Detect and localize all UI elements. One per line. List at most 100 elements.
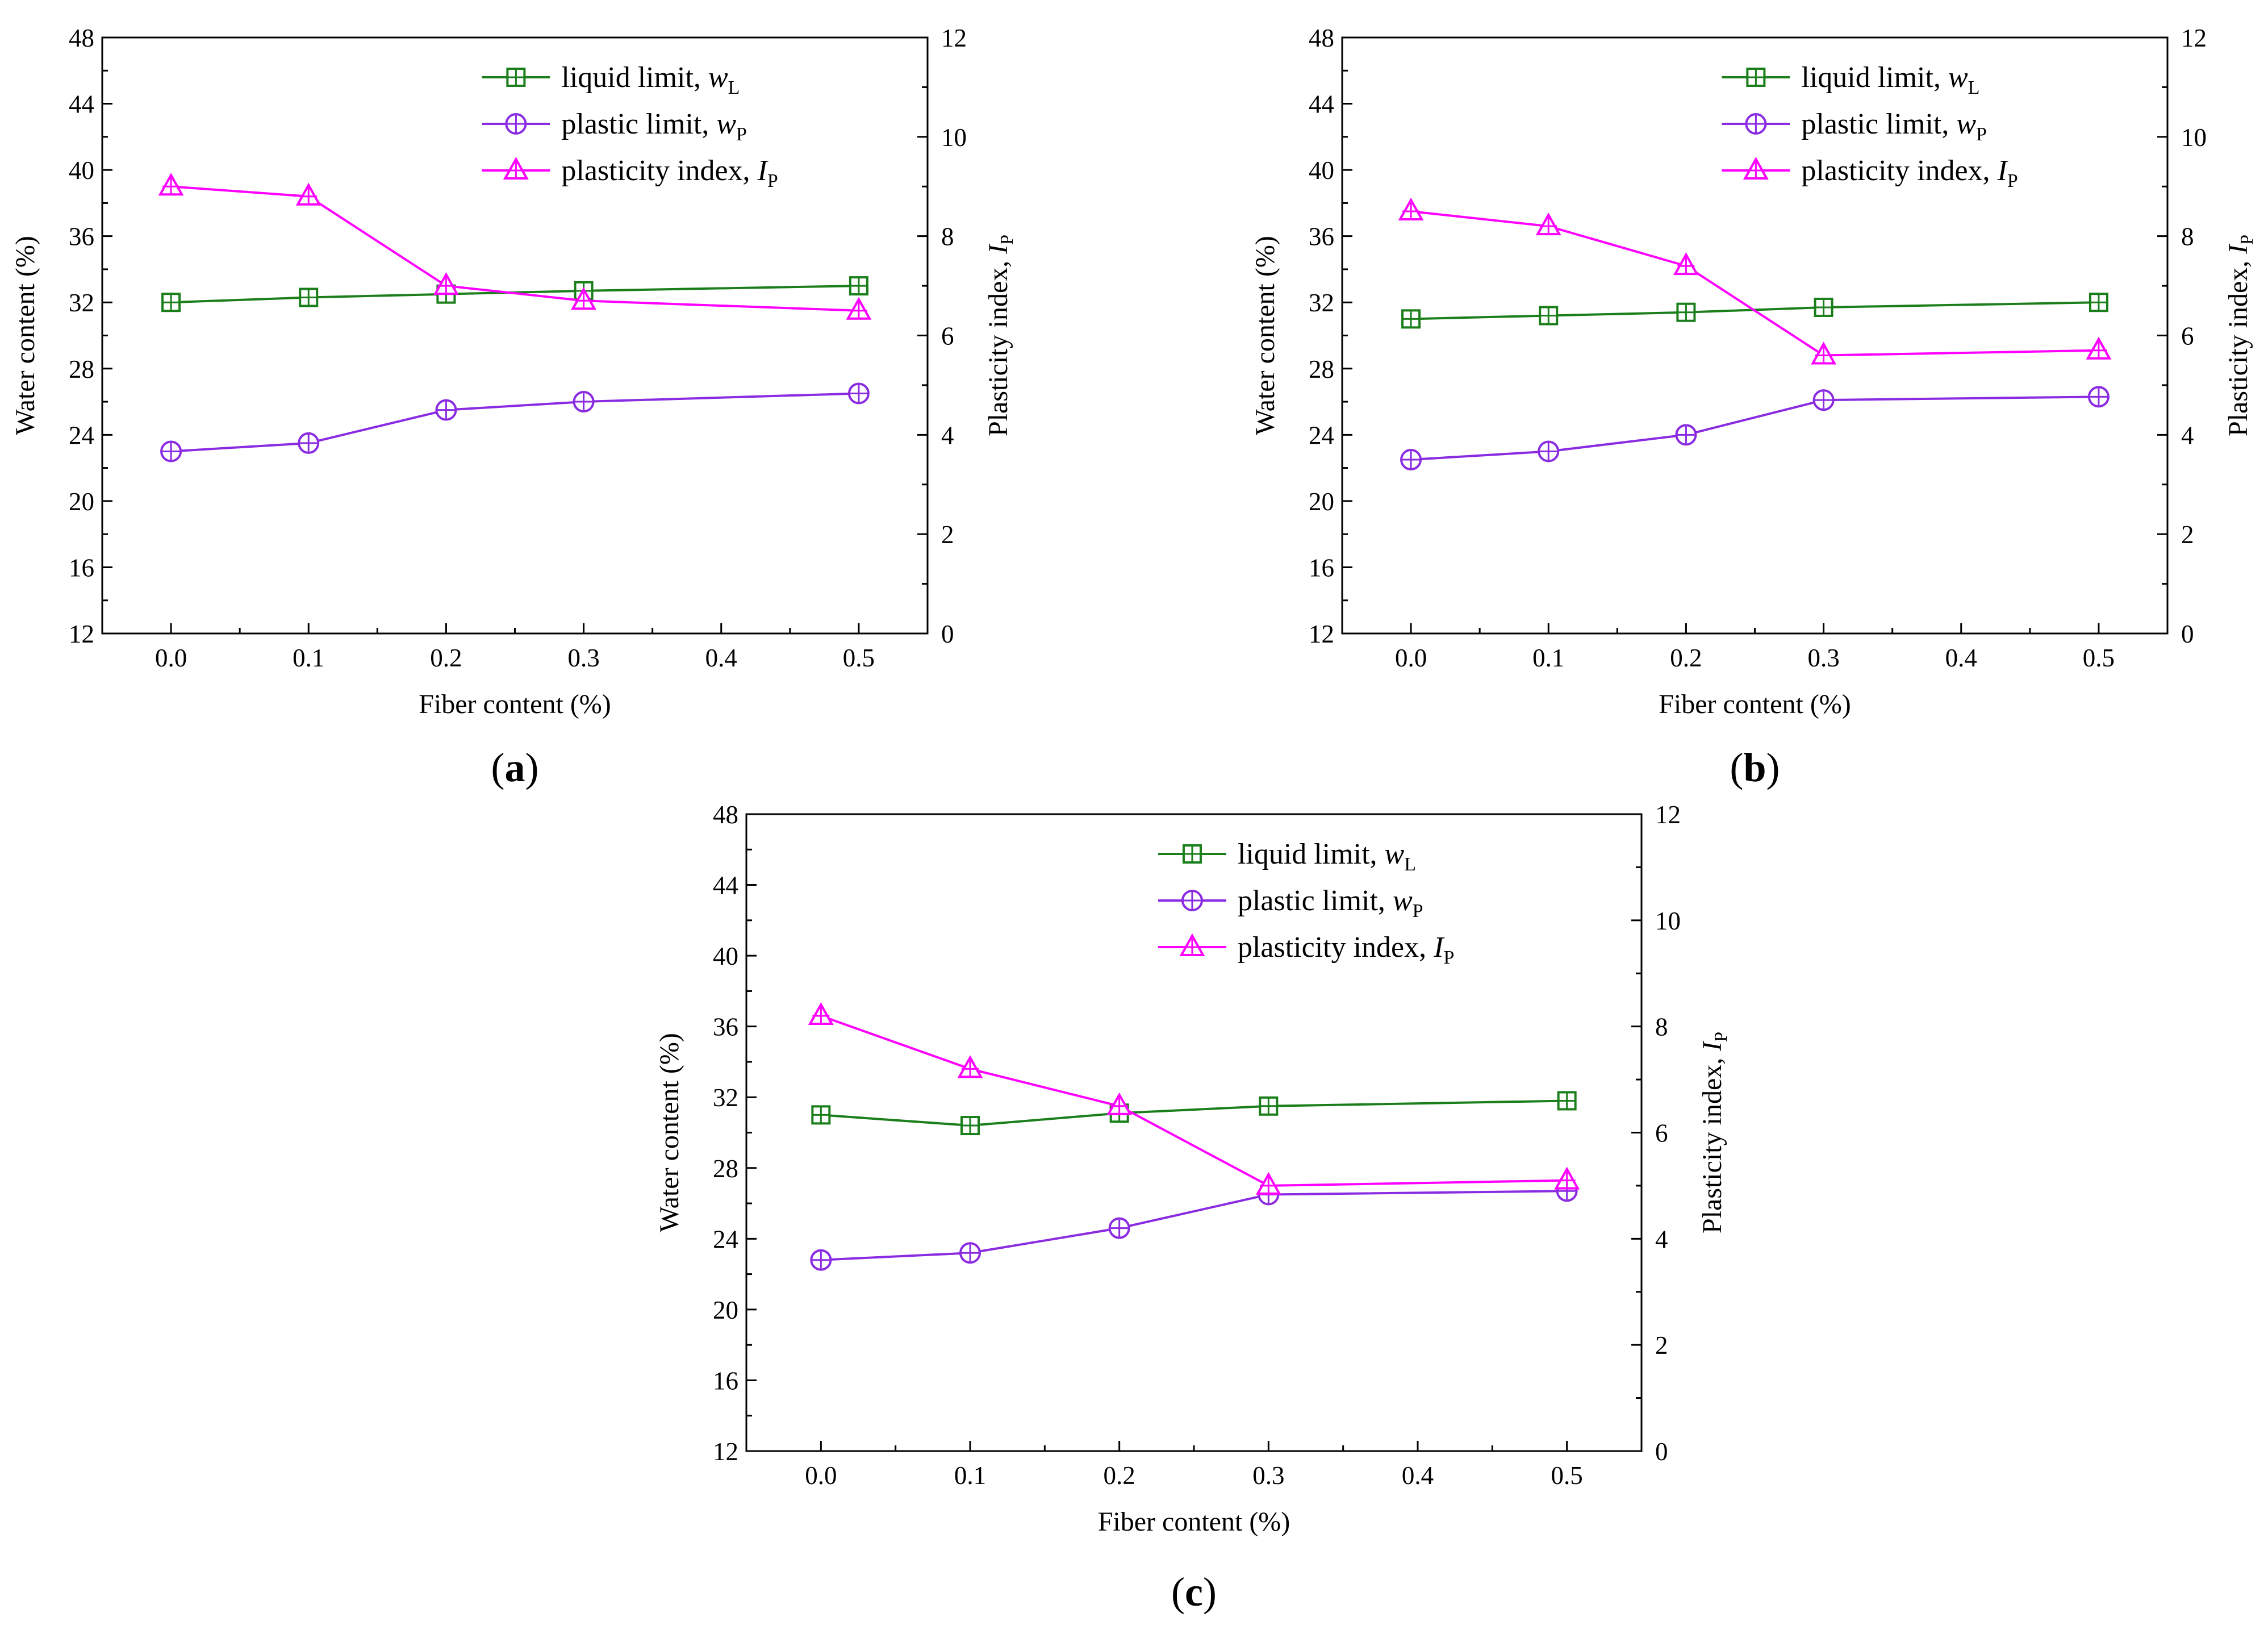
series-triangle [158, 173, 872, 320]
y-left-tick-label: 20 [713, 1296, 738, 1324]
legend-var: w [1956, 108, 1976, 140]
paren-close: ) [1766, 745, 1780, 790]
legend-sub: P [1413, 901, 1423, 922]
y-left-tick-label: 12 [1309, 620, 1334, 648]
legend-label: liquid limit, wL [561, 61, 740, 98]
y-left-tick-label: 32 [69, 289, 94, 317]
legend-name: plastic limit, [1238, 885, 1393, 917]
legend-label: plastic limit, wP [1801, 108, 1987, 145]
legend-sub: P [767, 170, 778, 191]
series-line [1410, 395, 2099, 461]
y-right-axis-label-text: Plasticity index, [1697, 1051, 1727, 1233]
legend-label: plastic limit, wP [1238, 885, 1423, 922]
y-left-tick-label: 28 [713, 1154, 738, 1183]
y-left-tick-label: 16 [713, 1366, 738, 1395]
legend-var: w [1385, 838, 1405, 870]
x-tick-label: 0.0 [1395, 644, 1427, 672]
y-left-tick-label: 24 [1309, 421, 1334, 449]
y-right-tick-label: 10 [1655, 907, 1681, 935]
x-tick-label: 0.2 [1104, 1461, 1135, 1490]
y-right-tick-label: 10 [941, 123, 967, 152]
series-line [170, 392, 859, 453]
y-left-tick-label: 24 [69, 421, 94, 449]
y-right-tick-label: 0 [2181, 620, 2194, 648]
legend-name: plastic limit, [1801, 108, 1956, 140]
x-tick-label: 0.0 [155, 644, 187, 672]
x-tick-label: 0.4 [1402, 1461, 1434, 1490]
y-right-axis-label-var: I [983, 244, 1013, 255]
y-left-tick-label: 40 [713, 942, 738, 970]
legend-entry: plasticity index, IP [1722, 155, 2018, 191]
legend-entry: liquid limit, wL [1722, 61, 1979, 98]
y-right-axis-label-var: I [1697, 1041, 1727, 1052]
y-right-tick-label: 10 [2181, 123, 2207, 152]
series-circle [810, 1180, 1578, 1271]
y-right-tick-label: 12 [941, 24, 967, 52]
y-right-axis-label-text: Plasticity index, [2223, 254, 2253, 436]
legend-var: I [1997, 155, 2009, 187]
x-tick-label: 0.2 [430, 644, 462, 672]
legend-entry: plastic limit, wP [1158, 885, 1423, 922]
x-axis-label: Fiber content (%) [419, 689, 611, 719]
legend-name: plasticity index, [1238, 931, 1434, 964]
series-line [821, 1190, 1567, 1261]
legend-name: plastic limit, [561, 108, 716, 140]
panel-letter: b [1743, 745, 1766, 790]
legend-name: liquid limit, [1238, 838, 1385, 870]
series-triangle [808, 1002, 1580, 1195]
legend-name: liquid limit, [1801, 61, 1948, 94]
y-left-tick-label: 40 [69, 156, 94, 185]
x-axis-label: Fiber content (%) [1659, 689, 1851, 719]
x-tick-label: 0.3 [1252, 1461, 1284, 1490]
legend-name: liquid limit, [561, 61, 708, 94]
y-right-axis-label-sub: P [1710, 1032, 1731, 1042]
legend-var: I [757, 155, 769, 187]
legend-label: plasticity index, IP [1238, 931, 1454, 968]
x-tick-label: 0.5 [1551, 1461, 1583, 1490]
legend-sub: L [1968, 77, 1980, 98]
y-left-axis-label: Water content (%) [1250, 236, 1280, 435]
y-left-tick-label: 44 [69, 90, 94, 119]
legend-var: w [708, 61, 728, 94]
y-left-tick-label: 48 [69, 24, 94, 52]
x-tick-label: 0.4 [1945, 644, 1977, 672]
legend-label: plasticity index, IP [1801, 155, 2018, 191]
legend-var: w [1393, 885, 1413, 917]
x-tick-label: 0.1 [1532, 644, 1564, 672]
y-left-tick-label: 20 [69, 487, 94, 516]
y-right-axis-label: Plasticity index, IP [983, 235, 1017, 436]
legend-entry: plasticity index, IP [482, 155, 778, 191]
legend-entry: plasticity index, IP [1158, 931, 1454, 968]
legend-sub: P [1976, 124, 1987, 145]
legend-sub: L [1404, 854, 1416, 875]
legend-sub: P [2007, 170, 2018, 191]
paren-open: ( [1730, 745, 1743, 790]
legend-label: plastic limit, wP [561, 108, 747, 145]
y-right-tick-label: 4 [1655, 1225, 1668, 1253]
y-left-tick-label: 44 [713, 872, 738, 900]
series-circle [160, 382, 870, 462]
chart-panel-a: 0.0 0.1 0.2 0.3 0.4 0.51216202428323640444802… [10, 24, 1017, 790]
y-left-tick-label: 16 [69, 553, 94, 582]
legend-entry: liquid limit, wL [482, 61, 740, 98]
panel-letter: a [505, 745, 525, 790]
series-square [1401, 293, 2108, 329]
y-left-tick-label: 16 [1309, 553, 1334, 582]
y-left-tick-label: 48 [1309, 24, 1334, 52]
y-left-tick-label: 36 [1309, 223, 1334, 251]
series-square [811, 1091, 1577, 1136]
legend-entry: plastic limit, wP [482, 108, 747, 145]
y-right-tick-label: 8 [2181, 223, 2194, 251]
y-right-axis-label-sub: P [2236, 235, 2257, 245]
panel-label: (b) [1730, 745, 1780, 790]
legend-sub: P [1443, 947, 1454, 968]
legend-entry: liquid limit, wL [1158, 838, 1416, 875]
y-right-tick-label: 2 [1655, 1331, 1668, 1360]
x-tick-label: 0.3 [567, 644, 599, 672]
panel-label: (c) [1171, 1569, 1217, 1615]
y-left-tick-label: 28 [69, 355, 94, 384]
panel-label: (a) [491, 745, 539, 790]
legend-label: plasticity index, IP [561, 155, 778, 191]
paren-open: ( [491, 745, 505, 790]
